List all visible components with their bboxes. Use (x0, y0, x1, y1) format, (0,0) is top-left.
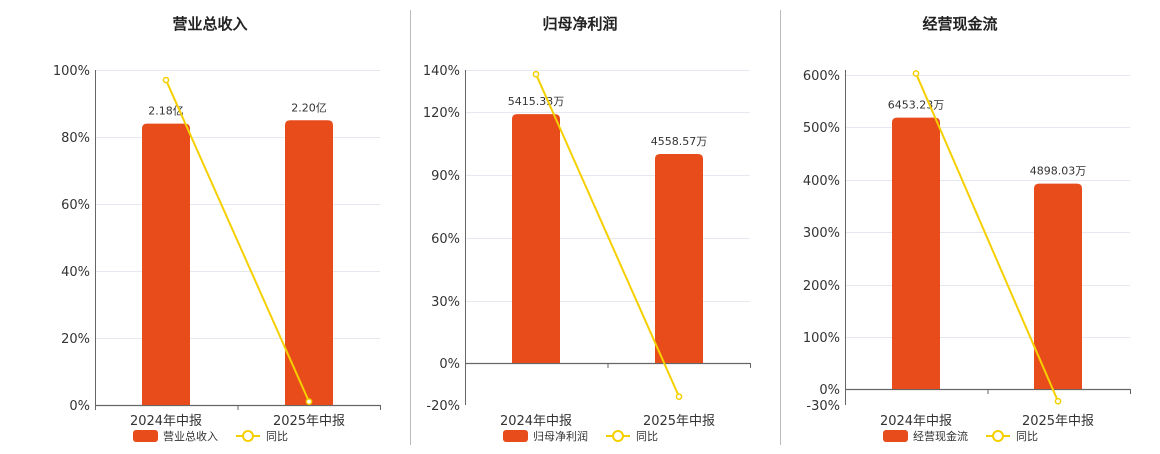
legend-bar-label: 营业总收入 (163, 429, 218, 443)
chart-panel-1: 营业总收入 100% 80% 60% 40% 20% 0% 2.18亿 2.20亿 2024年中报… (53, 15, 381, 443)
legend-line-label: 同比 (636, 430, 658, 443)
legend-line-marker (612, 430, 624, 442)
chart-title: 经营现金流 (922, 15, 997, 33)
y-tick-label: 600% (803, 69, 840, 84)
legend-line-label: 同比 (1016, 430, 1038, 443)
x-category-label: 2024年中报 (130, 414, 202, 429)
y-tick-label: 0% (439, 357, 460, 372)
legend-bar-label: 经营现金流 (913, 429, 968, 443)
x-category-label: 2024年中报 (880, 414, 952, 429)
yoy-line (165, 79, 310, 403)
bar-data-label: 6453.23万 (888, 99, 945, 112)
legend-bar-label: 归母净利润 (533, 429, 588, 443)
legend-line-marker (992, 430, 1004, 442)
y-tick-label: -30% (806, 399, 840, 414)
bar (512, 114, 560, 363)
bar-data-label: 2.18亿 (148, 105, 184, 118)
chart-panel-2: 归母净利润 140% 120% 90% 60% 30% 0% -20% 5415.33万 4558… (423, 15, 751, 443)
bar (142, 123, 190, 405)
x-category-label: 2025年中报 (273, 414, 345, 429)
bar (1034, 183, 1082, 389)
y-tick-label: 90% (431, 169, 460, 184)
y-tick-label: 100% (803, 331, 840, 346)
bar (655, 154, 703, 363)
legend-bar-swatch (133, 430, 158, 442)
yoy-point (532, 70, 540, 78)
x-category-label: 2025年中报 (643, 414, 715, 429)
y-tick-label: 40% (61, 265, 90, 280)
bar-data-label: 2.20亿 (291, 101, 327, 114)
y-tick-label: 140% (423, 64, 460, 79)
y-tick-label: 0% (69, 399, 90, 414)
y-tick-label: 60% (61, 198, 90, 213)
chart-panel-3: 经营现金流 600% 500% 400% 300% 200% 100% 0%-30% 6453.… (803, 15, 1131, 443)
yoy-point (912, 70, 920, 77)
y-tick-label: 500% (803, 121, 840, 136)
y-tick-label: 200% (803, 279, 840, 294)
yoy-line (535, 73, 680, 398)
y-tick-label: 80% (61, 131, 90, 146)
yoy-line (915, 73, 1059, 402)
y-tick-label: 20% (61, 332, 90, 347)
chart-title: 归母净利润 (542, 15, 617, 33)
y-tick-label: 30% (431, 295, 460, 310)
x-category-label: 2025年中报 (1022, 414, 1094, 429)
x-category-label: 2024年中报 (500, 414, 572, 429)
y-tick-label: -20% (426, 399, 460, 414)
legend-bar-swatch (503, 430, 528, 442)
legend-bar-swatch (883, 430, 908, 442)
y-tick-label: 100% (53, 64, 90, 79)
chart-title: 营业总收入 (172, 15, 247, 33)
yoy-point (1054, 397, 1062, 405)
y-tick-label: 60% (431, 232, 460, 247)
y-tick-label: 120% (423, 106, 460, 121)
bar-data-label: 4898.03万 (1030, 165, 1087, 178)
yoy-point (305, 398, 313, 405)
legend-line-marker (242, 430, 254, 442)
y-tick-label: 0% (819, 383, 840, 398)
yoy-point (675, 393, 683, 400)
bar (285, 120, 333, 405)
bar-data-label: 5415.33万 (508, 95, 565, 108)
bar (892, 117, 940, 389)
yoy-point (162, 76, 170, 84)
legend-line-label: 同比 (266, 430, 288, 443)
bar-data-label: 4558.57万 (651, 135, 708, 148)
y-tick-label: 300% (803, 226, 840, 241)
y-tick-label: 400% (803, 174, 840, 189)
